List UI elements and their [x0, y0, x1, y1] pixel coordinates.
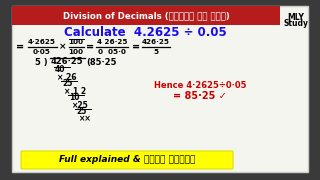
Text: = 85·25 ✓: = 85·25 ✓	[173, 91, 227, 101]
Text: Study: Study	[284, 19, 308, 28]
Text: Full explained & आसान तरीका: Full explained & आसान तरीका	[59, 156, 195, 165]
Text: (85·25: (85·25	[86, 57, 116, 66]
Text: × 26: × 26	[57, 73, 76, 82]
Text: 25: 25	[62, 80, 72, 89]
Text: 0·05: 0·05	[33, 49, 51, 55]
Text: ×: ×	[59, 42, 67, 51]
Text: 4 26·25: 4 26·25	[97, 39, 127, 45]
Text: × 1 2: × 1 2	[64, 87, 86, 96]
Text: 40: 40	[55, 66, 66, 75]
FancyBboxPatch shape	[21, 151, 233, 169]
Text: 0  05·0: 0 05·0	[98, 49, 126, 55]
Text: 426·25: 426·25	[142, 39, 170, 45]
Text: 426·25: 426·25	[51, 57, 84, 66]
Text: ××: ××	[78, 114, 91, 123]
Text: Hence 4·2625÷0·05: Hence 4·2625÷0·05	[154, 80, 246, 89]
Text: =: =	[16, 42, 24, 52]
Text: =: =	[86, 42, 94, 52]
Text: 10: 10	[69, 93, 79, 102]
Text: 100: 100	[68, 49, 84, 55]
Text: =: =	[132, 42, 140, 52]
Text: MLY: MLY	[288, 12, 304, 21]
Text: Calculate  4.2625 ÷ 0.05: Calculate 4.2625 ÷ 0.05	[64, 26, 226, 39]
Text: 5: 5	[153, 49, 159, 55]
Text: Division of Decimals (दशमलव का भाग): Division of Decimals (दशमलव का भाग)	[63, 11, 229, 20]
Text: 25: 25	[76, 107, 86, 116]
Text: 100: 100	[68, 39, 84, 45]
Text: 4·2625: 4·2625	[28, 39, 56, 45]
Text: ×25: ×25	[71, 100, 88, 109]
Bar	[12, 6, 280, 25]
Text: 5 ): 5 )	[35, 57, 48, 66]
